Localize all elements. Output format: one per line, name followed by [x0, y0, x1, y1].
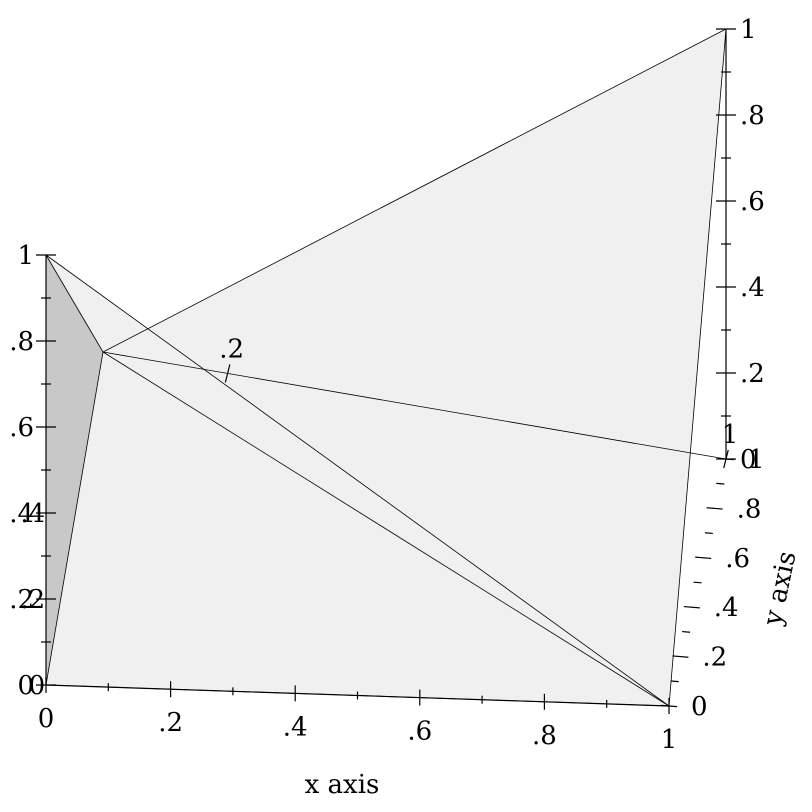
- surface-edge-far-top-x-end: [668, 28, 727, 707]
- back-x-tick-label-1: 1: [722, 420, 739, 450]
- surface-edge-x-end-inner: [102, 351, 670, 707]
- back-x-tick-label-0: .2: [219, 334, 244, 364]
- x-tick-label-4: .8: [532, 721, 557, 751]
- y-tick-3: [695, 556, 712, 560]
- y-tick-label-0: 0: [691, 692, 708, 722]
- z-right-tick-label-5: 1: [740, 15, 757, 45]
- back-x-tick-0: [224, 364, 231, 383]
- z-left-tick-label-2: .4: [9, 499, 34, 529]
- y-minor-tick-5: [693, 581, 702, 584]
- z-right-tick-label-1: .2: [740, 359, 765, 389]
- y-tick-4: [706, 507, 723, 510]
- y-axis-title: y axis: [758, 549, 803, 629]
- y-tick-label-1: .2: [702, 643, 727, 673]
- tick-labels: 0.2.4.6.8 10.2.4.6.810.2.4.6.810.2.4.6.81…: [9, 15, 765, 755]
- face-left: [46, 255, 103, 685]
- surface-edge-inner-apex: [45, 254, 104, 353]
- x-tick-label-1: .2: [158, 708, 183, 738]
- y-minor-tick-7: [704, 532, 713, 535]
- y-tick-1: [672, 655, 689, 658]
- x-tick-label-2: .4: [283, 712, 308, 742]
- y-tick-label-2: .4: [714, 593, 739, 623]
- y-tick-0: [660, 704, 678, 708]
- back-z-tick-label-1: .4: [20, 499, 45, 529]
- surface-faces: [46, 29, 726, 706]
- back-x-axis-line: [102, 351, 727, 460]
- z-right-tick-label-4: .8: [740, 101, 765, 131]
- x-tick-label-0: 0: [38, 704, 55, 734]
- back-z-tick-label-2: 0: [29, 671, 46, 701]
- x-axis-title: x axis: [305, 770, 380, 800]
- surface-edge-x-end-apex: [45, 254, 670, 707]
- y-tick-label-3: .6: [725, 544, 750, 574]
- face-front: [46, 352, 669, 706]
- face-right: [103, 29, 726, 706]
- z-left-tick-label-4: .8: [9, 327, 34, 357]
- back-z-tick-label-0: .2: [20, 585, 45, 615]
- y-tick-label-5: 1: [748, 445, 765, 475]
- y-minor-tick-1: [670, 680, 679, 683]
- z-right-tick-label-2: .4: [740, 273, 765, 303]
- z-right-tick-label-3: .6: [740, 187, 765, 217]
- x-tick-label-5: 1: [661, 725, 678, 755]
- surface-edge-inner-far-top: [102, 28, 727, 353]
- z-right-tick-label-0: 0: [740, 445, 757, 475]
- z-left-tick-label-3: .6: [9, 413, 34, 443]
- tick-marks: [36, 28, 736, 714]
- back-x-tick-1: [723, 449, 729, 469]
- y-minor-tick-9: [716, 482, 725, 485]
- y-tick-label-4: .8: [737, 494, 762, 524]
- z-left-tick-label-0: 0: [17, 671, 34, 701]
- z-left-tick-label-5: 1: [17, 241, 34, 271]
- x-tick-label-3: .6: [407, 717, 432, 747]
- surface-edge-origin-inner: [45, 351, 104, 686]
- y-minor-tick-3: [682, 630, 691, 633]
- y-tick-2: [683, 605, 700, 609]
- z-left-tick-label-1: .2: [9, 585, 34, 615]
